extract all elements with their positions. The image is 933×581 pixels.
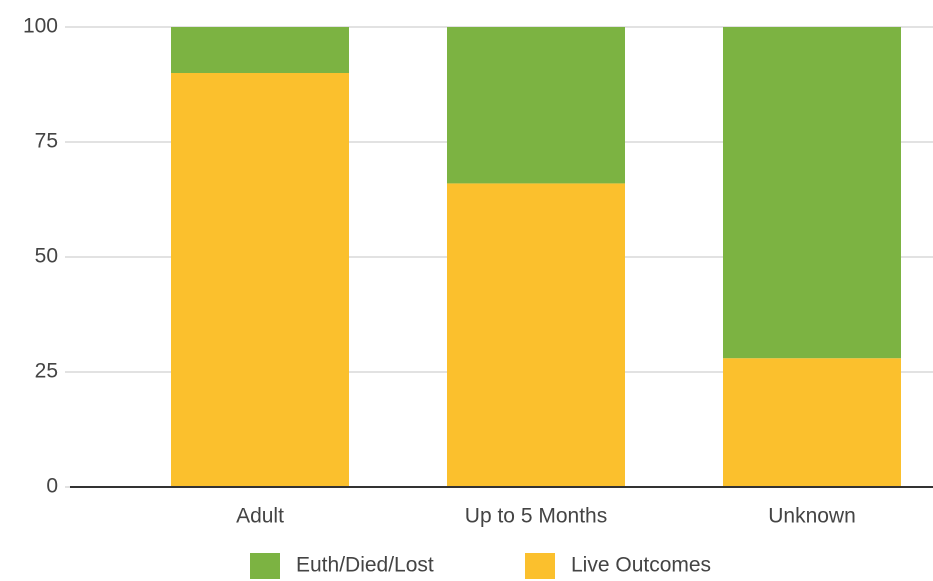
x-tick-label: Adult xyxy=(236,505,284,528)
y-tick-label: 75 xyxy=(35,130,58,153)
bar-segment xyxy=(447,27,625,184)
legend-label: Euth/Died/Lost xyxy=(296,554,434,577)
y-tick-label: 100 xyxy=(23,15,58,38)
legend-label: Live Outcomes xyxy=(571,554,711,577)
bar-segment xyxy=(171,27,349,73)
bar-segment xyxy=(447,183,625,487)
y-tick-label: 25 xyxy=(35,360,58,383)
y-tick-label: 50 xyxy=(35,245,58,268)
x-tick-label: Unknown xyxy=(768,505,856,528)
bar-segment xyxy=(723,27,901,359)
bar-segment xyxy=(171,73,349,487)
x-tick-label: Up to 5 Months xyxy=(465,505,607,528)
y-tick-label: 0 xyxy=(46,475,58,498)
bar-segment xyxy=(723,358,901,487)
legend-swatch xyxy=(250,553,280,579)
legend-swatch xyxy=(525,553,555,579)
